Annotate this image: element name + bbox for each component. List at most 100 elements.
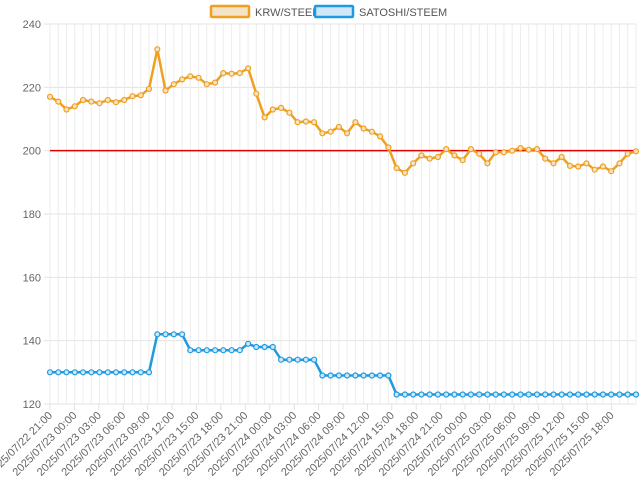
- data-point[interactable]: [360, 125, 367, 132]
- data-point[interactable]: [459, 391, 466, 398]
- data-point[interactable]: [220, 69, 227, 77]
- data-point[interactable]: [410, 160, 417, 167]
- data-point[interactable]: [575, 163, 582, 170]
- data-point[interactable]: [434, 153, 441, 161]
- data-point[interactable]: [443, 146, 450, 153]
- data-point[interactable]: [608, 391, 615, 398]
- data-point[interactable]: [187, 347, 194, 354]
- data-point[interactable]: [96, 100, 103, 107]
- data-point[interactable]: [203, 347, 210, 354]
- data-point[interactable]: [327, 372, 334, 379]
- data-point[interactable]: [492, 149, 499, 156]
- data-point[interactable]: [583, 160, 590, 167]
- data-point[interactable]: [500, 149, 507, 156]
- data-point[interactable]: [542, 155, 549, 162]
- data-point[interactable]: [632, 391, 640, 398]
- data-point[interactable]: [410, 391, 417, 398]
- data-point[interactable]: [145, 85, 153, 93]
- data-point[interactable]: [575, 391, 582, 398]
- data-point[interactable]: [179, 331, 186, 338]
- data-point[interactable]: [236, 347, 243, 354]
- data-point[interactable]: [104, 96, 111, 104]
- data-point[interactable]: [418, 152, 425, 159]
- data-point[interactable]: [195, 347, 202, 354]
- data-point[interactable]: [368, 372, 375, 379]
- data-point[interactable]: [63, 369, 70, 376]
- data-point[interactable]: [393, 391, 400, 398]
- data-point[interactable]: [228, 347, 235, 354]
- data-point[interactable]: [558, 153, 565, 161]
- data-point[interactable]: [228, 70, 235, 77]
- data-point[interactable]: [360, 372, 367, 379]
- data-point[interactable]: [79, 369, 87, 376]
- data-point[interactable]: [121, 369, 128, 376]
- data-point[interactable]: [79, 96, 87, 104]
- data-point[interactable]: [269, 343, 276, 351]
- data-point[interactable]: [154, 331, 161, 338]
- data-point[interactable]: [591, 166, 598, 173]
- data-point[interactable]: [335, 372, 342, 379]
- data-point[interactable]: [542, 391, 549, 398]
- data-point[interactable]: [236, 69, 243, 77]
- data-point[interactable]: [245, 65, 252, 72]
- data-point[interactable]: [278, 356, 285, 363]
- data-point[interactable]: [426, 391, 433, 398]
- data-point[interactable]: [566, 391, 574, 398]
- data-point[interactable]: [624, 150, 631, 157]
- data-point[interactable]: [145, 369, 153, 376]
- data-point[interactable]: [525, 391, 532, 398]
- data-point[interactable]: [203, 81, 210, 88]
- data-point[interactable]: [558, 391, 565, 398]
- data-point[interactable]: [319, 130, 326, 137]
- data-point[interactable]: [616, 160, 623, 167]
- data-point[interactable]: [517, 145, 524, 152]
- data-point[interactable]: [55, 369, 62, 376]
- data-point[interactable]: [129, 93, 136, 100]
- data-point[interactable]: [476, 150, 483, 157]
- data-point[interactable]: [311, 119, 318, 126]
- data-point[interactable]: [599, 163, 607, 170]
- data-point[interactable]: [46, 93, 54, 100]
- data-point[interactable]: [344, 130, 351, 137]
- data-point[interactable]: [121, 96, 128, 104]
- data-point[interactable]: [385, 144, 392, 151]
- data-point[interactable]: [311, 356, 318, 363]
- data-point[interactable]: [393, 165, 400, 172]
- data-point[interactable]: [484, 391, 491, 398]
- data-point[interactable]: [566, 162, 574, 169]
- data-point[interactable]: [525, 146, 532, 153]
- data-point[interactable]: [71, 369, 78, 376]
- data-point[interactable]: [500, 391, 507, 398]
- data-point[interactable]: [170, 331, 177, 338]
- data-point[interactable]: [459, 157, 466, 164]
- data-point[interactable]: [352, 119, 359, 126]
- data-point[interactable]: [96, 369, 103, 376]
- data-point[interactable]: [294, 119, 301, 126]
- data-point[interactable]: [170, 81, 177, 88]
- data-point[interactable]: [550, 160, 557, 167]
- data-point[interactable]: [509, 147, 516, 154]
- legend-item-satoshi-steem[interactable]: SATOSHI/STEEM: [313, 4, 447, 19]
- data-point[interactable]: [533, 391, 541, 398]
- data-point[interactable]: [71, 103, 78, 110]
- data-point[interactable]: [195, 74, 202, 81]
- data-point[interactable]: [261, 343, 268, 351]
- data-point[interactable]: [509, 391, 516, 398]
- data-point[interactable]: [335, 123, 342, 131]
- data-point[interactable]: [344, 372, 351, 379]
- data-point[interactable]: [55, 98, 62, 105]
- data-point[interactable]: [269, 106, 276, 113]
- data-point[interactable]: [253, 343, 260, 351]
- legend-item-krw-steem[interactable]: KRW/STEEM: [209, 4, 321, 19]
- data-point[interactable]: [88, 369, 95, 376]
- data-point[interactable]: [261, 114, 268, 121]
- data-point[interactable]: [632, 148, 640, 155]
- data-point[interactable]: [476, 391, 483, 398]
- data-point[interactable]: [451, 391, 458, 398]
- data-point[interactable]: [426, 155, 433, 162]
- data-point[interactable]: [368, 128, 375, 135]
- data-point[interactable]: [63, 106, 70, 113]
- data-point[interactable]: [451, 152, 458, 159]
- data-point[interactable]: [294, 356, 301, 363]
- legend[interactable]: KRW/STEEM SATOSHI/STEEM: [209, 4, 447, 19]
